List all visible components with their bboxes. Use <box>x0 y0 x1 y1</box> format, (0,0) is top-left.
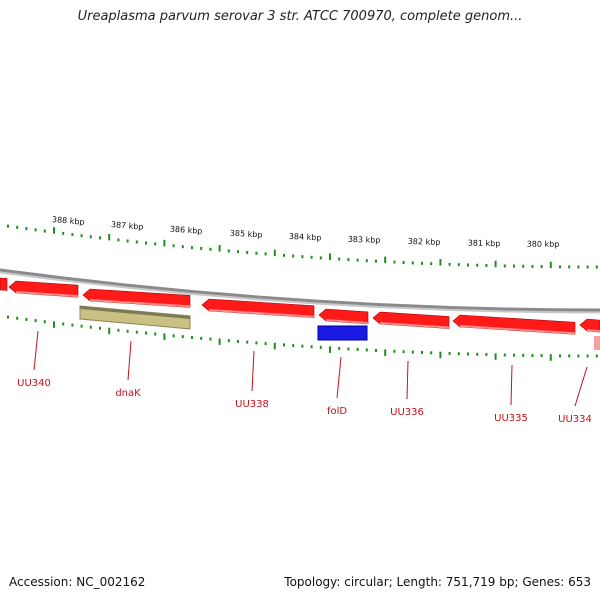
gene-label: UU340 <box>17 378 51 389</box>
cds-arrow <box>579 318 600 333</box>
feature-track <box>0 277 600 350</box>
kbp-label: 388 kbp <box>52 215 85 227</box>
cds-arrow-shade <box>380 322 449 329</box>
cds-arrow-shade <box>326 319 368 324</box>
kbp-label: 384 kbp <box>289 232 322 243</box>
cds-arrow <box>0 277 8 291</box>
cds-arrow-shade <box>460 325 575 335</box>
genome-backbone <box>0 268 600 312</box>
gene-label: folD <box>327 406 347 417</box>
cds-arrow <box>82 288 191 308</box>
dnaK-feature-edge <box>80 306 190 319</box>
gene-leader-line <box>406 360 409 400</box>
upper-tick-track <box>7 224 598 269</box>
gene-leader-line <box>251 350 255 392</box>
cds-arrow <box>201 298 315 319</box>
accession-text: Accession: NC_002162 <box>9 575 146 589</box>
genome-summary-text: Topology: circular; Length: 751,719 bp; … <box>284 575 591 589</box>
map-title: Ureaplasma parvum serovar 3 str. ATCC 70… <box>77 9 523 24</box>
cds-arrow-shade <box>16 291 78 298</box>
kbp-label: 381 kbp <box>468 239 501 249</box>
dnaK-feature <box>79 305 191 330</box>
gene-label: UU336 <box>390 407 424 418</box>
kbp-label: 380 kbp <box>527 240 560 249</box>
kbp-label: 386 kbp <box>170 225 203 236</box>
kbp-label: 382 kbp <box>408 237 441 247</box>
gene-leader-lines <box>33 330 588 407</box>
kbp-label: 383 kbp <box>348 235 381 245</box>
genome-backbone-shadow <box>0 271 600 314</box>
gene-label: UU338 <box>235 399 269 410</box>
kbp-label-group: 388 kbp 387 kbp 386 kbp 385 kbp 384 kbp 383 k… <box>52 215 560 249</box>
partial-feature <box>594 336 600 350</box>
gene-leader-line <box>574 366 588 407</box>
gene-label: UU335 <box>494 413 528 424</box>
cds-arrow-shade <box>209 309 314 318</box>
gene-leader-line <box>336 356 342 399</box>
lower-tick-track <box>7 315 598 361</box>
folD-feature <box>317 325 368 341</box>
gene-leader-line <box>510 364 513 406</box>
kbp-label: 385 kbp <box>230 229 263 240</box>
gene-label-group: UU340 dnaK UU338 folD UU336 UU335 UU334 <box>17 378 592 425</box>
cds-arrow <box>452 314 576 335</box>
gene-label: UU334 <box>558 414 592 425</box>
cds-arrow-shade <box>587 329 600 333</box>
gene-label: dnaK <box>115 388 141 399</box>
gene-leader-line <box>33 330 39 371</box>
gene-leader-line <box>127 340 132 381</box>
cds-arrow-shade <box>90 299 190 308</box>
kbp-label: 387 kbp <box>111 220 144 232</box>
